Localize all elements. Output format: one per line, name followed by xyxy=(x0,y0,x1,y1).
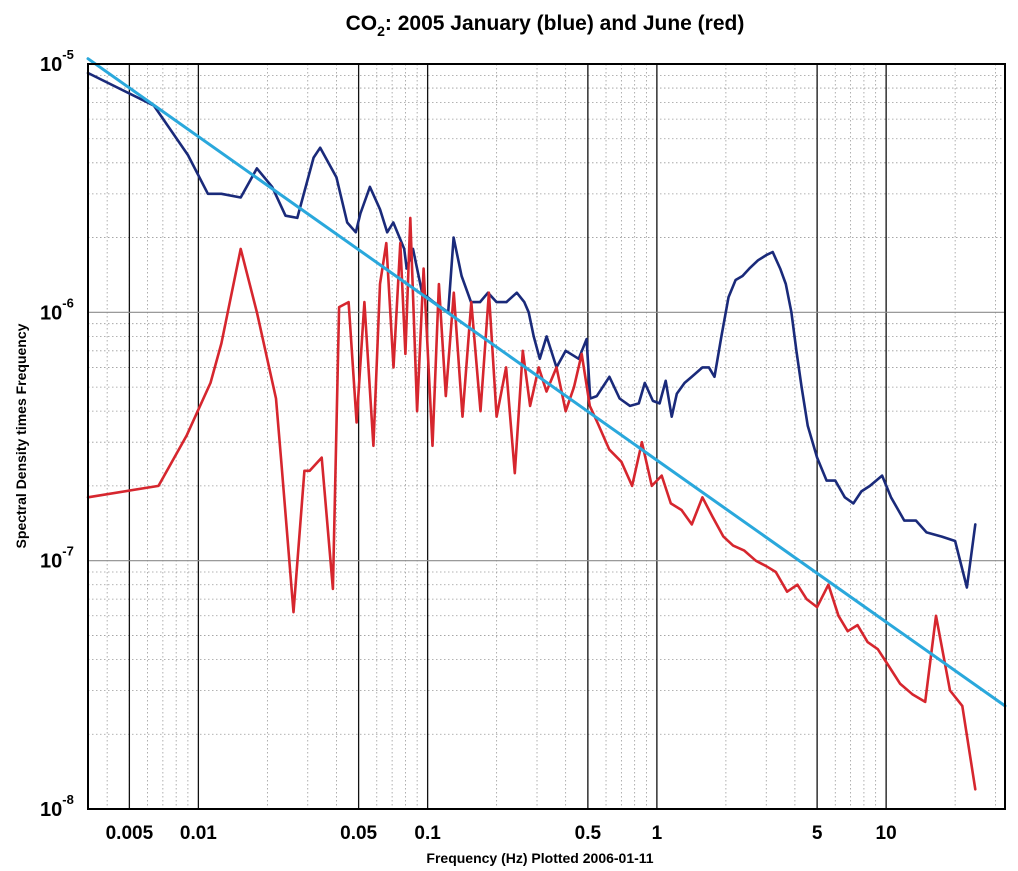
title-subscript: 2 xyxy=(377,23,385,39)
y-axis-label: Spectral Density times Frequency xyxy=(13,323,29,548)
major-gridlines xyxy=(88,63,1005,810)
y-tick-labels: 10-5 10-6 10-7 10-8 xyxy=(40,47,74,821)
x-tick-label: 1 xyxy=(652,823,663,844)
x-tick-label: 0.005 xyxy=(106,823,154,844)
x-tick-labels: 0.005 0.01 0.05 0.1 0.5 1 5 10 xyxy=(106,823,897,844)
y-tick-label: 10-8 xyxy=(40,792,74,821)
x-tick-label: 0.05 xyxy=(340,823,377,844)
x-axis-label: Frequency (Hz) Plotted 2006-01-11 xyxy=(426,850,653,866)
x-tick-label: 5 xyxy=(812,823,823,844)
series-line-3 xyxy=(86,57,1007,708)
chart-title: CO2: 2005 January (blue) and June (red) xyxy=(346,12,745,39)
x-tick-label: 0.1 xyxy=(414,823,441,844)
y-tick-label: 10-6 xyxy=(40,295,74,324)
x-tick-label: 0.5 xyxy=(575,823,602,844)
plot-frame xyxy=(87,63,1006,810)
series-line-2 xyxy=(86,216,977,791)
x-tick-label: 0.01 xyxy=(180,823,217,844)
y-tick-label: 10-7 xyxy=(40,544,74,573)
title-rest: : 2005 January (blue) and June (red) xyxy=(385,12,744,35)
series-line-1 xyxy=(86,71,977,589)
series-layer xyxy=(86,57,1007,791)
x-tick-label: 10 xyxy=(876,823,897,844)
minor-gridlines xyxy=(88,64,1005,809)
y-tick-label: 10-5 xyxy=(40,47,74,76)
title-co: CO xyxy=(346,12,378,35)
